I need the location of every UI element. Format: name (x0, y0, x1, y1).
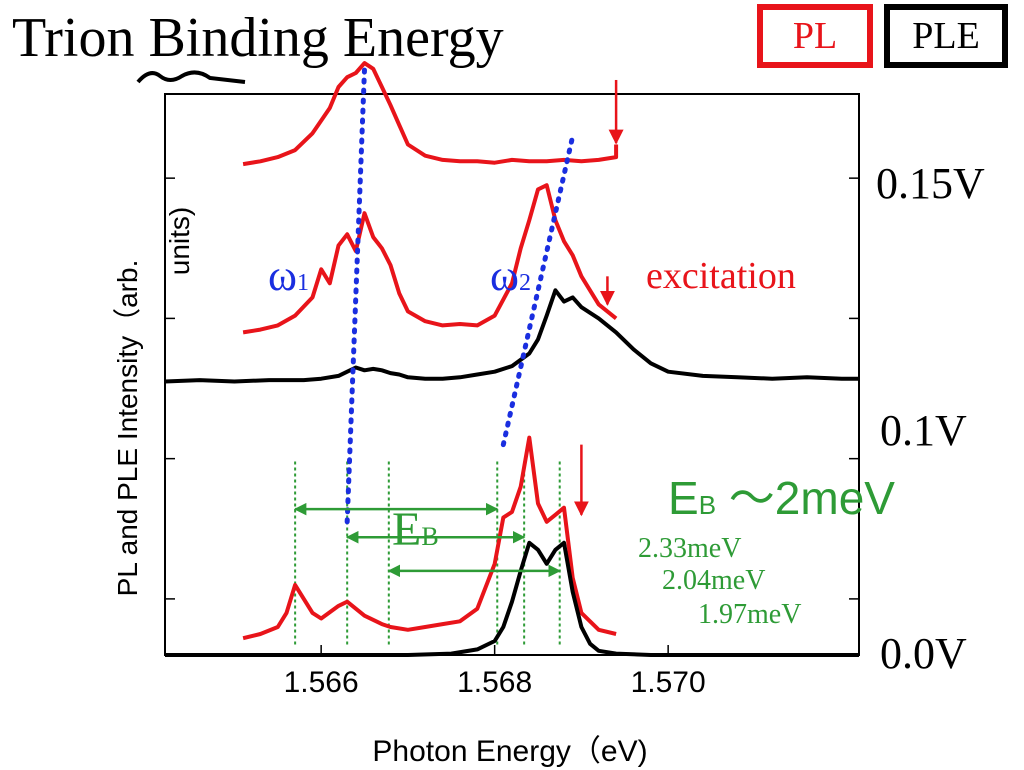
eb-subscript: B (421, 522, 439, 551)
legend-ple: PLE (884, 4, 1008, 68)
voltage-label-01: 0.1V (880, 406, 967, 455)
binding-energy-label: EB (392, 502, 439, 557)
x-tick-label: 1.570 (630, 666, 706, 699)
pl-series-015v (242, 61, 619, 167)
plot-area-frame (164, 93, 860, 656)
binding-energy-summary: EB ～2meV (668, 462, 895, 528)
voltage-label-015: 0.15V (876, 159, 985, 208)
ticks-layer (165, 177, 859, 655)
legend-pl-label: PL (792, 15, 838, 57)
eb-summary-subscript: B (698, 490, 717, 520)
x-tick-label: 1.566 (283, 666, 359, 699)
eb-summary-symbol: E (668, 472, 699, 524)
legend-pl: PL (757, 4, 873, 68)
x-tick-label: 1.568 (457, 666, 533, 699)
annotations-layer (293, 66, 624, 578)
energy-gap-label: 2.33meV (638, 533, 742, 564)
chart-title: Trion Binding Energy (12, 7, 504, 69)
omega-symbol: ω (490, 251, 519, 300)
voltage-label-00: 0.0V (880, 629, 967, 678)
excitation-label: excitation (646, 255, 796, 297)
legend-ple-label: PLE (912, 15, 980, 57)
peak-label-omega-2: ω2 (490, 250, 531, 301)
omega-subscript: 1 (296, 270, 309, 296)
eb-summary-value: ～2meV (716, 472, 895, 524)
pl-series-00v (242, 435, 617, 641)
y-axis-label: PL and PLE Intensity（arb. (112, 259, 143, 597)
peak-label-omega-1: ω1 (268, 250, 309, 301)
x-axis-label: Photon Energy（eV) (372, 735, 648, 768)
omega-subscript: 2 (518, 270, 531, 296)
peak-guide-omega-2 (500, 133, 576, 448)
energy-gap-label: 1.97meV (698, 599, 802, 630)
energy-gap-label: 2.04meV (662, 565, 766, 596)
ple-series-00v (165, 540, 859, 657)
title-underline-squiggle (136, 70, 246, 84)
peak-guide-omega-1 (344, 66, 368, 525)
omega-symbol: ω (268, 251, 297, 300)
series-layer (164, 61, 859, 657)
eb-symbol: E (392, 503, 422, 556)
y-axis-label-continued: units) (164, 206, 195, 276)
ple-series-01v (164, 288, 859, 384)
pl-series-01v (242, 183, 618, 335)
